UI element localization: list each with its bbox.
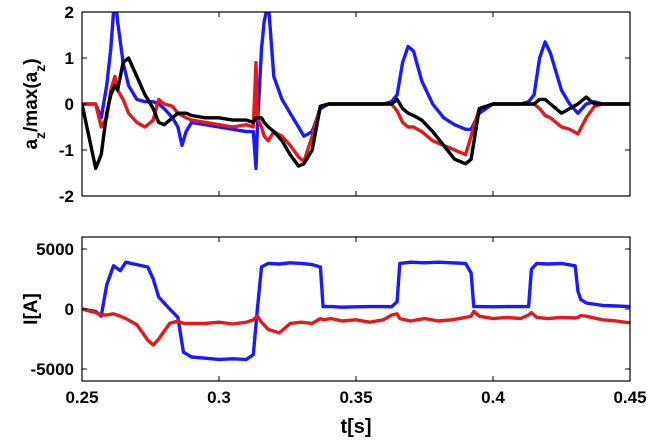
top-chart-series-3-line — [82, 56, 630, 171]
bottom-chart-x-axis-label: t[s] — [340, 416, 371, 438]
bottom-chart-frame — [81, 236, 631, 382]
bottom-chart-x-tick-label: 0.25 — [65, 388, 98, 407]
bottom-chart-x-tick-label: 0.4 — [481, 388, 505, 407]
bottom-chart-x-tick-label: 0.3 — [207, 388, 231, 407]
bottom-chart-series-2-line — [82, 307, 630, 347]
top-chart-y-tick-label: 1 — [65, 49, 74, 68]
top-chart-y-tick-label: 2 — [65, 3, 74, 22]
top-chart: 2 1 0 -1 -2 az/max(az) — [21, 3, 631, 206]
top-chart-series-2-line — [82, 60, 630, 164]
top-chart-series-1-line — [82, 12, 630, 171]
bottom-chart-x-ticks: 0.25 0.3 0.35 0.4 0.45 — [65, 237, 647, 407]
top-chart-y-tick-label: 0 — [65, 95, 74, 114]
bottom-chart-x-tick-label: 0.45 — [613, 388, 646, 407]
top-chart-y-tick-label: -1 — [59, 141, 74, 160]
bottom-chart-y-ticks: 5000 0 -5000 — [31, 240, 630, 379]
bottom-chart-y-tick-label: -5000 — [31, 360, 74, 379]
bottom-chart-y-axis-label: I[A] — [21, 293, 42, 325]
bottom-chart-x-tick-label: 0.35 — [339, 388, 372, 407]
bottom-chart-series-1-line — [82, 260, 630, 362]
bottom-chart-y-tick-label: 5000 — [36, 240, 74, 259]
bottom-chart-y-tick-label: 0 — [65, 300, 74, 319]
top-chart-series-group — [82, 12, 630, 171]
bottom-chart-series-group — [82, 260, 630, 362]
bottom-chart: 5000 0 -5000 0.25 0.3 0.35 0.4 0.45 I[A] t[s] — [21, 236, 647, 438]
top-chart-y-axis-label: az/max(az) — [21, 58, 48, 149]
top-chart-frame — [81, 11, 631, 197]
top-chart-y-tick-label: -2 — [59, 187, 74, 206]
